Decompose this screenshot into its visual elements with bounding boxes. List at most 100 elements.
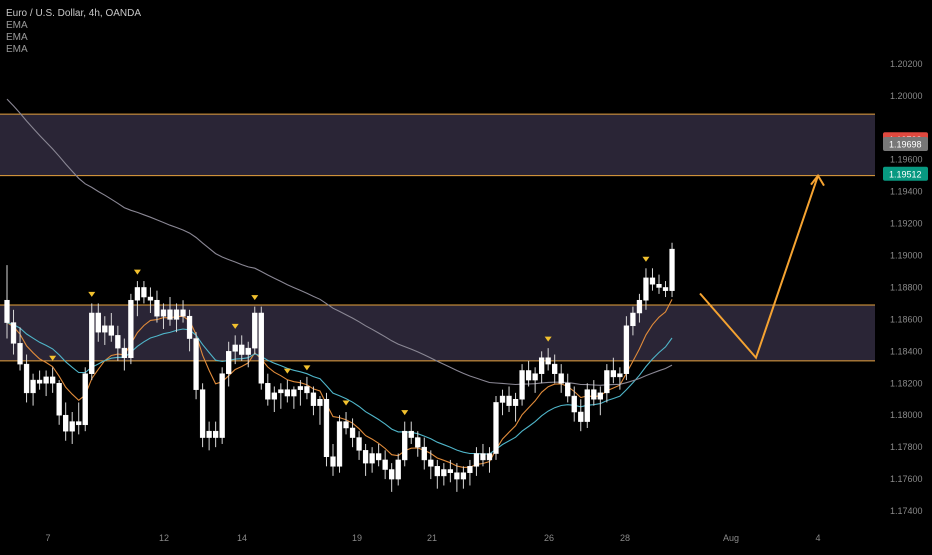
fractal-marker bbox=[401, 410, 409, 416]
candle-body bbox=[356, 437, 362, 451]
candle-body bbox=[415, 437, 421, 448]
candle-body bbox=[434, 466, 440, 477]
candle-body bbox=[284, 389, 291, 397]
candle-body bbox=[219, 373, 225, 438]
chart-legend: Euro / U.S. Dollar, 4h, OANDA EMA EMA EM… bbox=[6, 8, 141, 56]
price-tick-label: 1.19400 bbox=[890, 187, 923, 197]
candle-body bbox=[447, 469, 454, 473]
candle-body bbox=[519, 370, 525, 400]
time-tick-label: 7 bbox=[45, 533, 50, 543]
candle-body bbox=[56, 383, 62, 416]
price-badge-label: 1.19698 bbox=[889, 140, 922, 150]
fractal-marker bbox=[544, 336, 552, 342]
candle-body bbox=[36, 379, 43, 384]
candle-body bbox=[571, 395, 577, 413]
candle-body bbox=[623, 325, 630, 374]
candle-body bbox=[369, 453, 375, 464]
candle-body bbox=[82, 373, 88, 426]
chart-title[interactable]: Euro / U.S. Dollar, 4h, OANDA bbox=[6, 8, 142, 19]
zones-layer bbox=[0, 113, 875, 362]
candle-body bbox=[95, 312, 101, 333]
price-badge bbox=[883, 166, 928, 181]
candle-body bbox=[669, 248, 675, 291]
candle-body bbox=[180, 309, 186, 317]
candle-body bbox=[102, 325, 108, 333]
candle-body bbox=[649, 277, 656, 285]
fractal-marker bbox=[642, 256, 650, 262]
candle-body bbox=[4, 299, 10, 323]
candle-body bbox=[317, 398, 323, 406]
candle-body bbox=[212, 430, 219, 438]
candle-body bbox=[408, 430, 414, 438]
candle-body bbox=[193, 338, 199, 390]
candle-body bbox=[76, 421, 82, 426]
price-tick-label: 1.20000 bbox=[890, 91, 923, 101]
candles-layer bbox=[4, 242, 675, 492]
candle-body bbox=[141, 287, 147, 298]
candle-body bbox=[167, 309, 173, 320]
candle-body bbox=[252, 312, 258, 349]
indicator-ema-3[interactable]: EMA bbox=[6, 44, 28, 55]
candle-body bbox=[10, 322, 17, 344]
candle-body bbox=[147, 296, 154, 301]
candle-body bbox=[206, 430, 212, 438]
candle-body bbox=[17, 343, 23, 365]
candle-body bbox=[428, 459, 434, 467]
price-tick-label: 1.18400 bbox=[890, 346, 923, 356]
candle-body bbox=[128, 299, 134, 358]
candle-body bbox=[30, 379, 36, 394]
time-tick-label: 19 bbox=[352, 533, 362, 543]
candle-body bbox=[532, 373, 538, 381]
price-tick-label: 1.17800 bbox=[890, 442, 923, 452]
candle-body bbox=[584, 389, 590, 422]
candle-body bbox=[610, 370, 617, 378]
price-tick-label: 1.19000 bbox=[890, 251, 923, 261]
candle-body bbox=[330, 456, 336, 467]
candle-body bbox=[493, 402, 499, 454]
time-tick-label: 26 bbox=[544, 533, 554, 543]
markers-layer bbox=[49, 256, 650, 416]
candle-body bbox=[460, 472, 467, 480]
candle-body bbox=[486, 453, 493, 461]
projection-arrowhead bbox=[810, 173, 825, 187]
candle-body bbox=[186, 315, 193, 339]
fractal-marker bbox=[303, 365, 311, 371]
candle-body bbox=[656, 284, 662, 288]
indicator-ema-1[interactable]: EMA bbox=[6, 20, 28, 31]
candle-body bbox=[43, 376, 49, 384]
candle-body bbox=[545, 357, 551, 365]
candle-body bbox=[473, 453, 480, 467]
price-tick-label: 1.18600 bbox=[890, 314, 923, 324]
candle-body bbox=[265, 383, 271, 400]
candle-body bbox=[160, 309, 167, 317]
indicator-ema-2[interactable]: EMA bbox=[6, 32, 28, 43]
middle-demand-zone bbox=[0, 305, 875, 361]
candle-body bbox=[297, 386, 304, 390]
price-tick-label: 1.20200 bbox=[890, 59, 923, 69]
candle-body bbox=[154, 299, 160, 317]
candle-body bbox=[336, 421, 343, 467]
candle-body bbox=[395, 459, 401, 480]
candle-body bbox=[362, 450, 369, 464]
price-tick-label: 1.18200 bbox=[890, 378, 923, 388]
price-axis: 1.20200 1.20000 1.19600 1.19400 1.19200 1.190… bbox=[883, 59, 928, 516]
candle-body bbox=[480, 453, 486, 461]
candle-body bbox=[565, 383, 571, 397]
time-tick-label: 4 bbox=[815, 533, 820, 543]
candle-body bbox=[499, 395, 506, 403]
time-tick-label: 14 bbox=[237, 533, 247, 543]
candle-body bbox=[226, 351, 232, 374]
price-tick-label: 1.18800 bbox=[890, 282, 923, 292]
price-badge-label: 1.19512 bbox=[889, 169, 922, 179]
candle-body bbox=[375, 453, 382, 461]
candle-body bbox=[467, 466, 473, 473]
candle-body bbox=[402, 430, 408, 461]
time-tick-label: 12 bbox=[159, 533, 169, 543]
time-tick-label: Aug bbox=[723, 533, 739, 543]
candle-body bbox=[304, 386, 310, 394]
candle-body bbox=[232, 344, 238, 352]
time-tick-label: 21 bbox=[427, 533, 437, 543]
time-axis: 7 12 14 19 21 26 28 Aug 4 bbox=[45, 533, 820, 543]
